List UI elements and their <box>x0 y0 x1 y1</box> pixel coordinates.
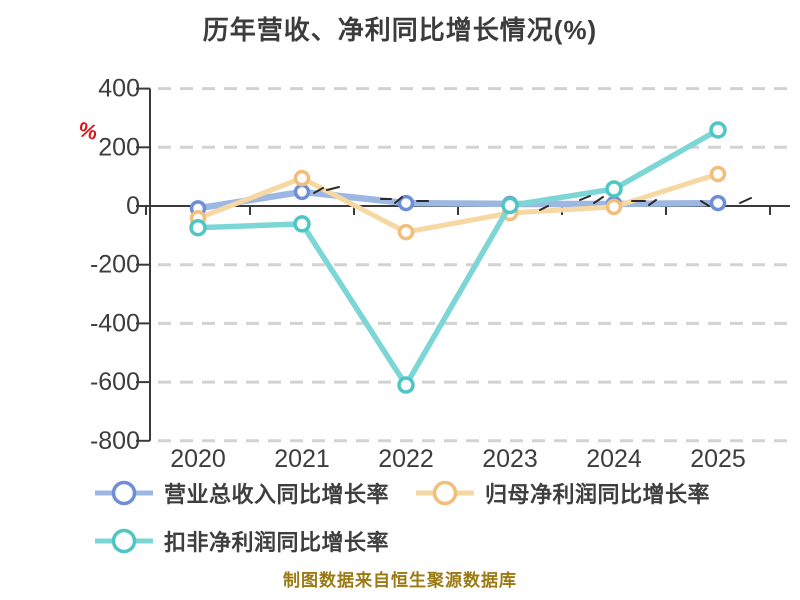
data-source-caption: 制图数据来自恒生聚源数据库 <box>283 571 517 590</box>
legend: 营业总收入同比增长率 归母净利润同比增长率 扣非净利润同比增长率 <box>94 477 710 557</box>
data-point-marker <box>293 215 311 233</box>
x-tick-label: 2023 <box>482 445 538 473</box>
y-tick-labels: 400 200 0 -200 -400 -600 -800 <box>90 75 140 455</box>
data-point-marker <box>397 223 415 241</box>
y-tick-label: -400 <box>90 309 140 337</box>
data-point-marker <box>709 121 727 139</box>
legend-marker-revenue-icon <box>94 480 154 506</box>
series-line-2 <box>195 127 721 388</box>
data-point-marker <box>605 180 623 198</box>
y-tick-label: 400 <box>98 75 140 103</box>
legend-row-2: 扣非净利润同比增长率 <box>94 525 710 557</box>
legend-item-revenue[interactable]: 营业总收入同比增长率 <box>94 477 389 509</box>
legend-row-1: 营业总收入同比增长率 归母净利润同比增长率 <box>94 477 710 509</box>
x-tick-label: 2020 <box>170 445 226 473</box>
x-tick-label: 2022 <box>378 445 434 473</box>
legend-marker-net-profit-icon <box>415 480 475 506</box>
y-tick-label: -600 <box>90 368 140 396</box>
data-point-marker <box>605 198 623 216</box>
y-tick-label: 200 <box>98 133 140 161</box>
y-axis <box>136 87 151 442</box>
x-tick-label: 2021 <box>274 445 330 473</box>
legend-marker-non-gaap-icon <box>94 528 154 554</box>
y-tick-label: 0 <box>126 192 140 220</box>
legend-item-net-profit[interactable]: 归母净利润同比增长率 <box>415 477 710 509</box>
data-point-marker <box>709 194 727 212</box>
series-2 <box>189 121 727 394</box>
data-point-marker <box>397 194 415 212</box>
data-point-marker <box>709 165 727 183</box>
x-tick-label: 2025 <box>690 445 746 473</box>
data-point-marker <box>293 169 311 187</box>
illegible-data-label-marks <box>313 186 752 211</box>
data-point-marker <box>501 196 519 215</box>
data-point-marker <box>397 376 415 394</box>
legend-label-non-gaap: 扣非净利润同比增长率 <box>164 530 390 555</box>
data-point-marker <box>189 218 207 237</box>
y-tick-label: -200 <box>90 251 140 279</box>
legend-item-non-gaap-profit[interactable]: 扣非净利润同比增长率 <box>94 525 389 557</box>
x-axis-ticks <box>145 206 771 215</box>
chart-title: 历年营收、净利同比增长情况(%) <box>202 15 598 45</box>
x-tick-labels: 2020 2021 2022 2023 2024 2025 <box>170 445 746 473</box>
y-axis-unit-label: % <box>76 118 100 145</box>
y-tick-label: -800 <box>90 427 140 455</box>
data-point-marker <box>293 183 311 201</box>
legend-label-revenue: 营业总收入同比增长率 <box>164 482 390 507</box>
x-tick-label: 2024 <box>586 445 642 473</box>
legend-label-net-profit: 归母净利润同比增长率 <box>485 482 711 507</box>
